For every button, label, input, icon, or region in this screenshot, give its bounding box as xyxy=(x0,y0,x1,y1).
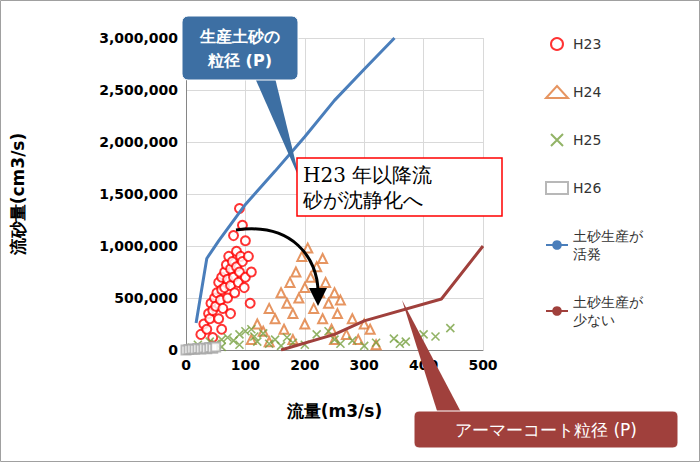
svg-text:100: 100 xyxy=(231,357,260,373)
svg-text:H23 年以降流: H23 年以降流 xyxy=(303,163,432,187)
svg-text:H26: H26 xyxy=(573,180,601,196)
svg-text:粒径 (P): 粒径 (P) xyxy=(207,51,272,70)
svg-text:少ない: 少ない xyxy=(573,312,615,328)
svg-text:H24: H24 xyxy=(573,84,601,100)
svg-text:生産土砂の: 生産土砂の xyxy=(199,27,280,46)
svg-text:H25: H25 xyxy=(573,132,601,148)
svg-text:1,500,000: 1,500,000 xyxy=(99,186,178,202)
svg-text:500,000: 500,000 xyxy=(114,290,178,306)
svg-text:500: 500 xyxy=(468,357,497,373)
svg-text:流砂量(cm3/s): 流砂量(cm3/s) xyxy=(8,133,28,257)
svg-text:H23: H23 xyxy=(573,36,601,52)
svg-text:300: 300 xyxy=(350,357,379,373)
svg-text:流量(m3/s): 流量(m3/s) xyxy=(286,401,382,421)
svg-text:アーマーコート粒径 (P): アーマーコート粒径 (P) xyxy=(455,420,637,440)
svg-text:3,000,000: 3,000,000 xyxy=(99,30,178,46)
svg-text:土砂生産が: 土砂生産が xyxy=(573,294,644,310)
svg-text:活発: 活発 xyxy=(573,246,601,262)
svg-text:2,000,000: 2,000,000 xyxy=(99,134,178,150)
svg-text:土砂生産が: 土砂生産が xyxy=(573,228,644,244)
svg-text:1,000,000: 1,000,000 xyxy=(99,238,178,254)
svg-text:2,500,000: 2,500,000 xyxy=(99,82,178,98)
svg-text:0: 0 xyxy=(168,342,178,358)
svg-text:砂が沈静化へ: 砂が沈静化へ xyxy=(302,188,423,212)
svg-text:200: 200 xyxy=(290,357,319,373)
svg-text:0: 0 xyxy=(181,357,191,373)
